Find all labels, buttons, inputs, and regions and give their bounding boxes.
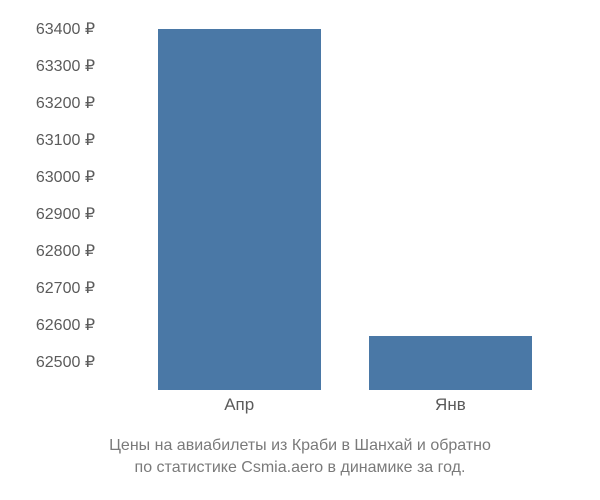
- y-tick-label: 63200 ₽: [0, 93, 95, 113]
- y-tick-label: 62600 ₽: [0, 315, 95, 335]
- x-tick-label: Янв: [435, 395, 466, 415]
- y-axis: 62500 ₽ 62600 ₽ 62700 ₽ 62800 ₽ 62900 ₽ 63000…: [0, 10, 95, 390]
- x-tick-label: Апр: [224, 395, 254, 415]
- price-chart: 62500 ₽ 62600 ₽ 62700 ₽ 62800 ₽ 62900 ₽ 63000…: [0, 0, 600, 500]
- caption-line-2: по статистике Csmia.aero в динамике за г…: [135, 459, 466, 476]
- bar: [158, 29, 321, 390]
- chart-caption: Цены на авиабилеты из Краби в Шанхай и о…: [0, 435, 600, 480]
- plot-area: [100, 10, 580, 390]
- y-tick-label: 62700 ₽: [0, 278, 95, 298]
- x-axis: Апр Янв: [100, 395, 580, 425]
- bar: [369, 336, 532, 390]
- y-tick-label: 63100 ₽: [0, 130, 95, 150]
- y-tick-label: 62900 ₽: [0, 204, 95, 224]
- y-tick-label: 62800 ₽: [0, 241, 95, 261]
- y-tick-label: 63300 ₽: [0, 56, 95, 76]
- y-tick-label: 62500 ₽: [0, 352, 95, 372]
- caption-line-1: Цены на авиабилеты из Краби в Шанхай и о…: [109, 437, 491, 454]
- y-tick-label: 63400 ₽: [0, 19, 95, 39]
- y-tick-label: 63000 ₽: [0, 167, 95, 187]
